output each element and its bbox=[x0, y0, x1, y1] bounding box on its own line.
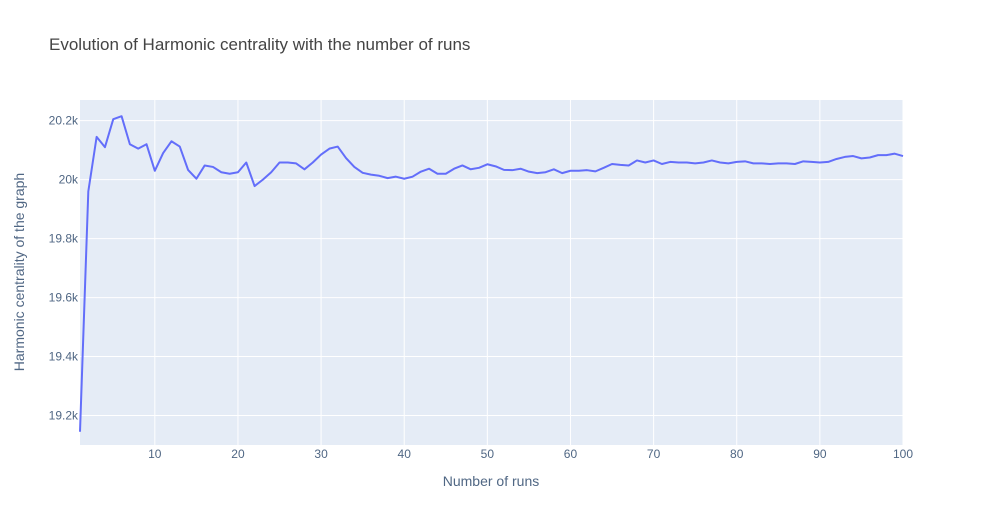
x-tick-label: 20 bbox=[231, 447, 245, 461]
y-tick-label: 19.2k bbox=[49, 409, 79, 423]
x-axis-title: Number of runs bbox=[443, 473, 539, 489]
y-tick-label: 19.4k bbox=[49, 350, 79, 364]
x-tick-label: 60 bbox=[564, 447, 578, 461]
grid bbox=[80, 100, 904, 445]
y-tick-label: 19.8k bbox=[49, 232, 79, 246]
series-line bbox=[79, 115, 904, 432]
x-tick-label: 70 bbox=[647, 447, 661, 461]
y-axis-ticks: 19.2k 19.4k 19.6k 19.8k 20k 20.2k bbox=[49, 114, 79, 423]
y-tick-label: 20k bbox=[59, 173, 79, 187]
y-tick-label: 19.6k bbox=[49, 291, 79, 305]
x-tick-label: 50 bbox=[481, 447, 495, 461]
x-tick-label: 90 bbox=[813, 447, 827, 461]
y-tick-label: 20.2k bbox=[49, 114, 79, 128]
x-tick-label: 10 bbox=[148, 447, 162, 461]
x-tick-label: 30 bbox=[314, 447, 328, 461]
series-group bbox=[79, 115, 904, 432]
x-tick-label: 100 bbox=[893, 447, 913, 461]
x-tick-label: 80 bbox=[730, 447, 744, 461]
x-axis-ticks: 10 20 30 40 50 60 70 80 90 100 bbox=[148, 447, 913, 461]
chart-title: Evolution of Harmonic centrality with th… bbox=[49, 35, 470, 54]
plot-background bbox=[80, 100, 903, 445]
x-tick-label: 40 bbox=[398, 447, 412, 461]
y-axis-title: Harmonic centrality of the graph bbox=[11, 173, 27, 371]
